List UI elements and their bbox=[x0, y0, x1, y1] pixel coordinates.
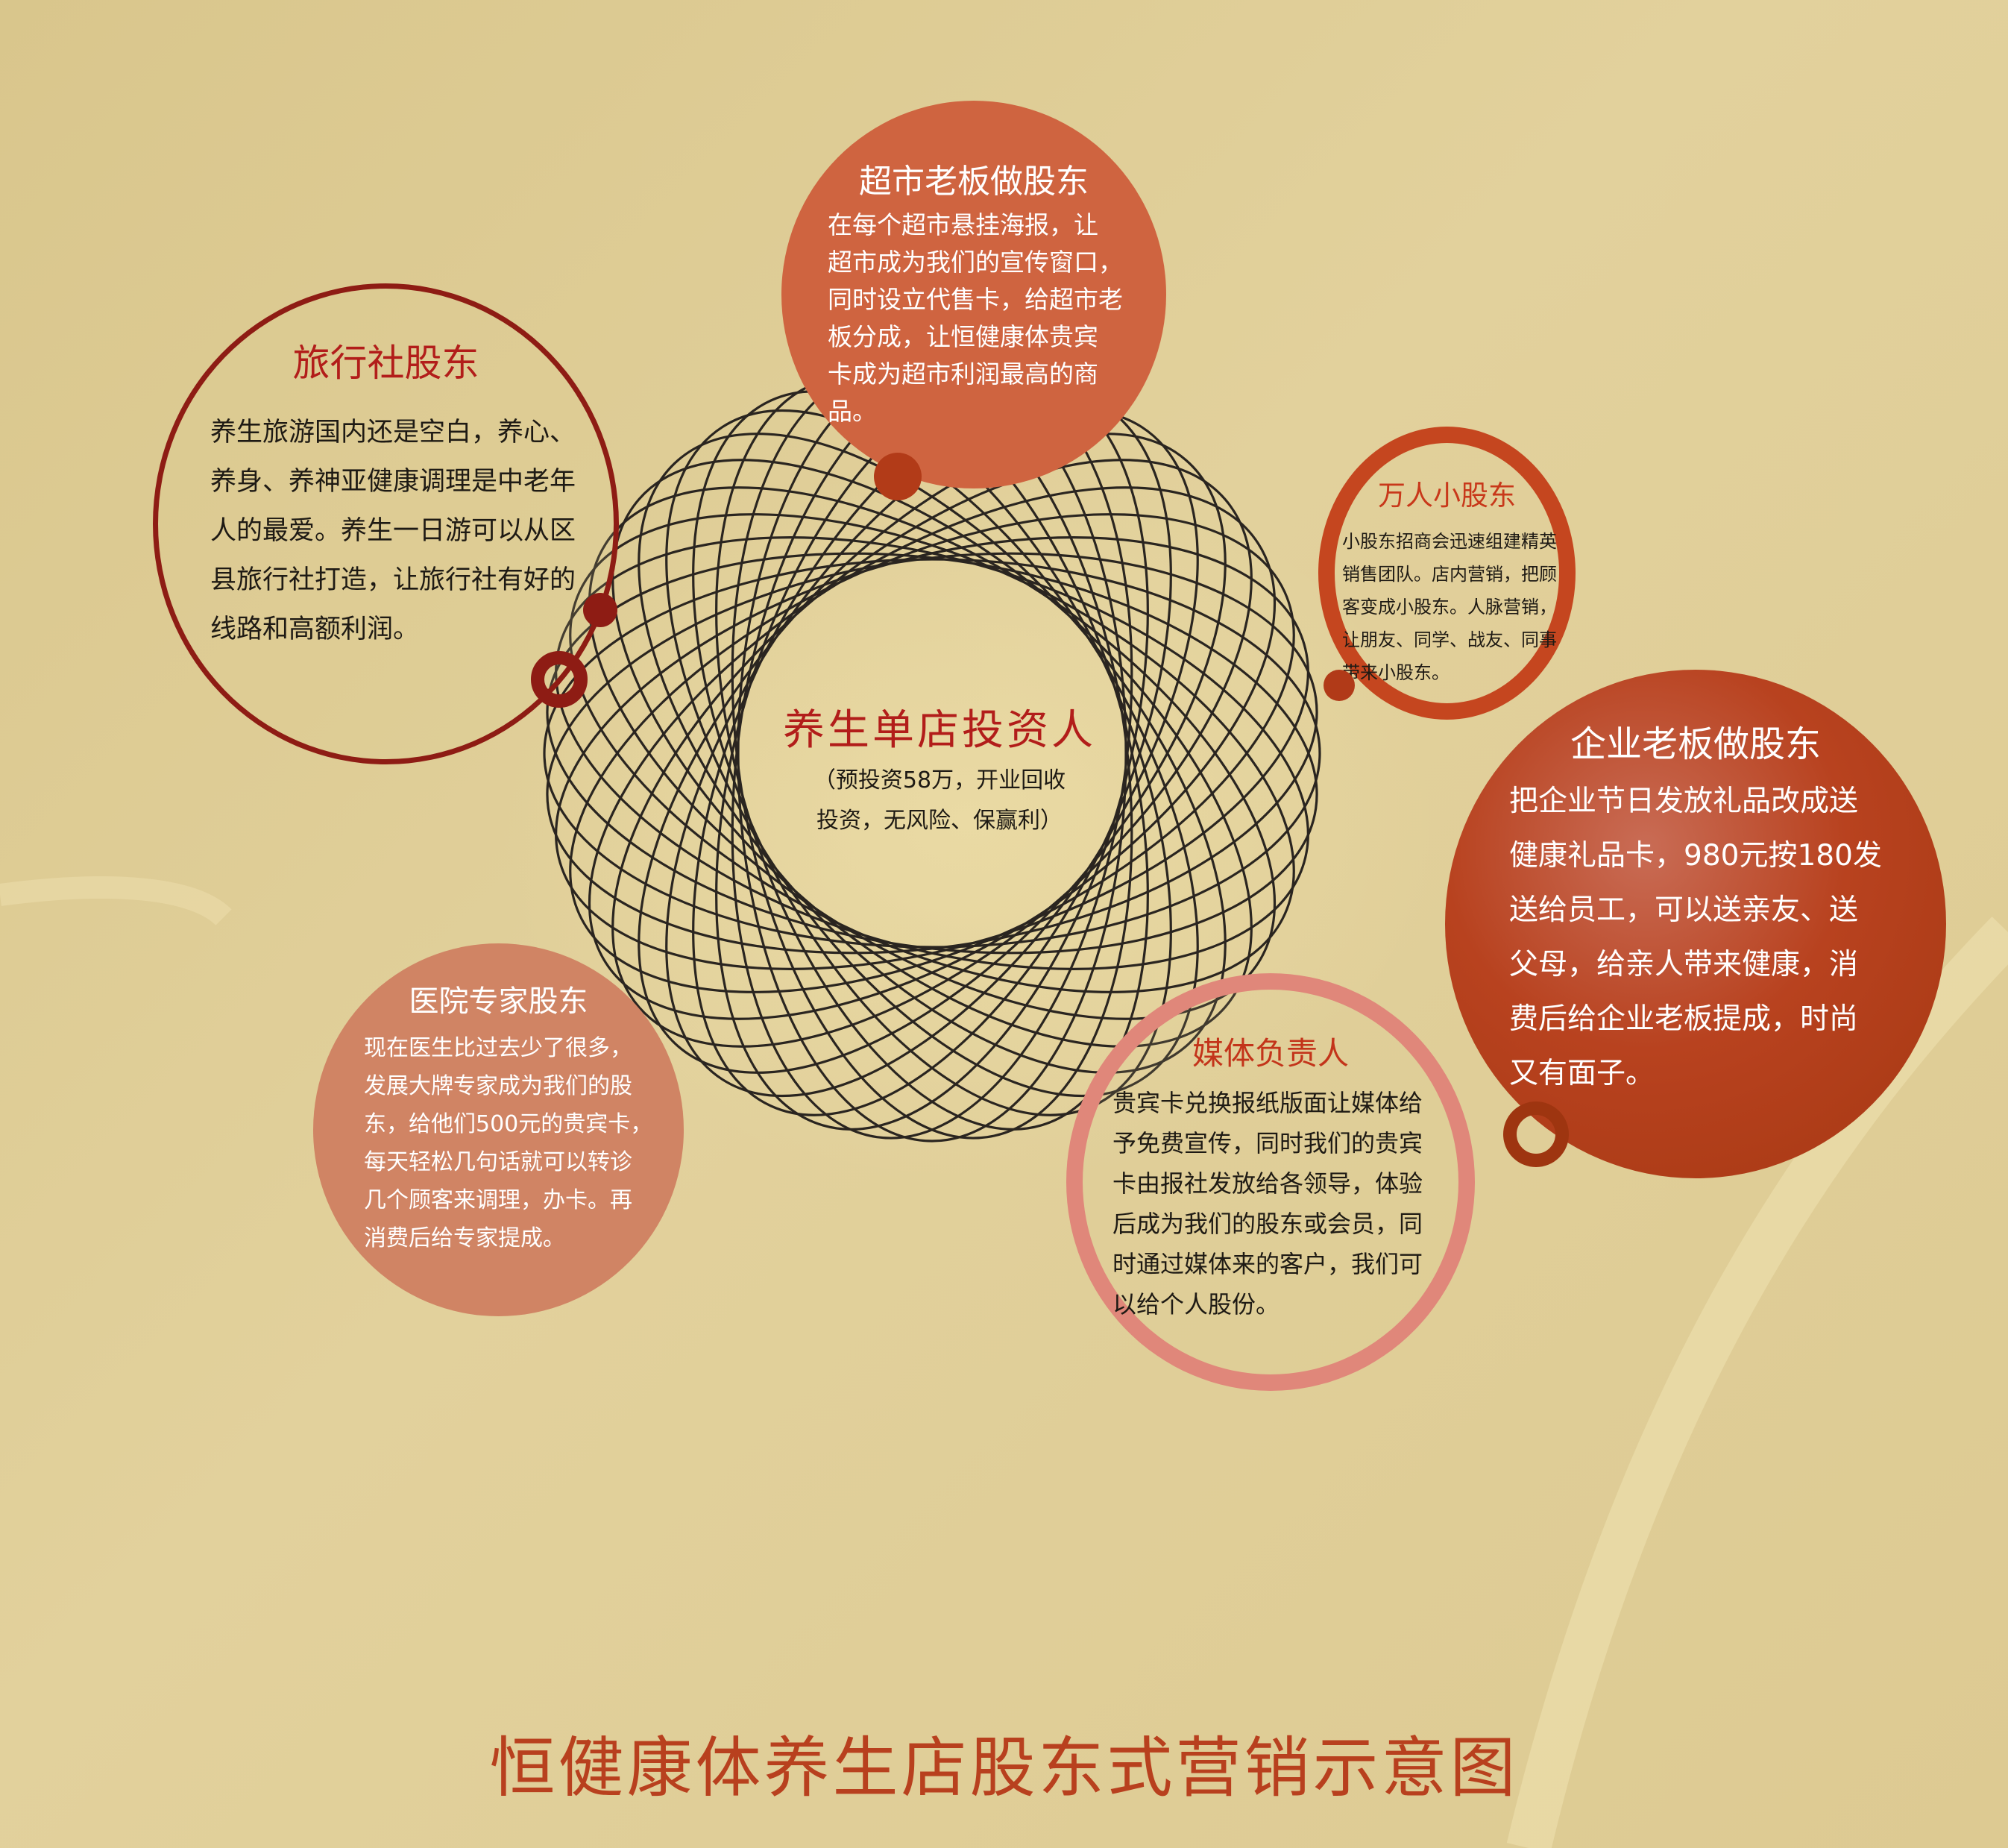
center-investor: 养生单店投资人 （预投资58万，开业回收 投资，无风险、保赢利） bbox=[753, 701, 1126, 850]
supermarket-owner-node: 超市老板做股东 在每个超市悬挂海报，让 超市成为我们的宣传窗口， 同时设立代售卡… bbox=[781, 101, 1166, 488]
spiro-loop bbox=[543, 558, 1321, 949]
enterprise-owner-title: 企业老板做股东 bbox=[1570, 723, 1821, 765]
media-head-node: 媒体负责人 贵宾卡兑换报纸版面让媒体给 予免费宣传，同时我们的贵宾 卡由报社发放… bbox=[1066, 973, 1475, 1391]
small-shareholders-text: 小股东招商会迅速组建精英 销售团队。店内营销，把顾 客变成小股东。人脉营销， 让… bbox=[1342, 531, 1557, 683]
small-connector-dot bbox=[1324, 670, 1355, 701]
travel-connector-dot bbox=[583, 593, 617, 627]
small-shareholders-node: 万人小股东 小股东招商会迅速组建精英 销售团队。店内营销，把顾 客变成小股东。人… bbox=[1318, 427, 1576, 720]
enterprise-owner-text: 把企业节日发放礼品改成送 健康礼品卡，980元按180发 送给员工，可以送亲友、… bbox=[1509, 785, 1882, 1090]
spiro-loop bbox=[555, 536, 1309, 970]
small-shareholders-title: 万人小股东 bbox=[1378, 480, 1516, 512]
center-investor-title: 养生单店投资人 bbox=[783, 706, 1096, 755]
enterprise-connector-ring bbox=[1503, 1101, 1569, 1167]
spiro-loop bbox=[588, 486, 1277, 1020]
enterprise-owner-node: 企业老板做股东 把企业节日发放礼品改成送 健康礼品卡，980元按180发 送给员… bbox=[1445, 670, 1946, 1178]
spiro-loop bbox=[665, 409, 1199, 1098]
travel-agency-text: 养生旅游国内还是空白，养心、 养身、养神亚健康调理是中老年 人的最爱。养生一日游… bbox=[210, 418, 576, 644]
media-head-title: 媒体负责人 bbox=[1192, 1035, 1349, 1072]
spiro-loop bbox=[546, 552, 1318, 955]
supermarket-owner-text: 在每个超市悬挂海报，让 超市成为我们的宣传窗口， 同时设立代售卡，给超市老 板分… bbox=[828, 210, 1123, 426]
hospital-expert-title: 医院专家股东 bbox=[409, 984, 588, 1019]
hospital-expert-text: 现在医生比过去少了很多， 发展大牌专家成为我们的股 东，给他们500元的贵宾卡，… bbox=[364, 1035, 653, 1251]
spiro-loop bbox=[569, 513, 1295, 993]
spiro-loop bbox=[638, 433, 1227, 1074]
center-investor-subtitle: （预投资58万，开业回收 投资，无风险、保赢利） bbox=[813, 767, 1066, 834]
diagram-title: 恒健康体养生店股东式营销示意图 bbox=[489, 1729, 1519, 1806]
hospital-expert-node: 医院专家股东 现在医生比过去少了很多， 发展大牌专家成为我们的股 东，给他们50… bbox=[313, 943, 684, 1316]
travel-agency-title: 旅行社股东 bbox=[292, 342, 479, 385]
travel-connector-ring bbox=[531, 651, 588, 708]
spiro-loop bbox=[611, 459, 1253, 1048]
media-head-text: 贵宾卡兑换报纸版面让媒体给 予免费宣传，同时我们的贵宾 卡由报社发放给各领导，体… bbox=[1112, 1089, 1423, 1319]
supermarket-connector-dot bbox=[874, 453, 922, 500]
supermarket-owner-title: 超市老板做股东 bbox=[859, 163, 1089, 201]
